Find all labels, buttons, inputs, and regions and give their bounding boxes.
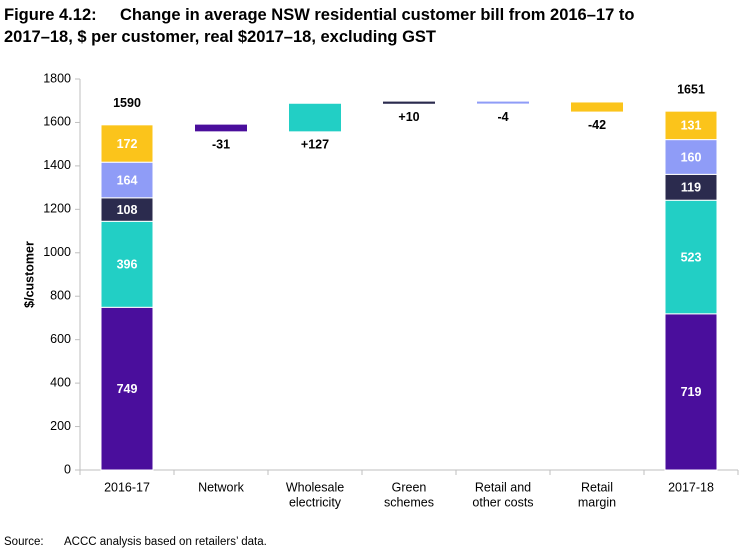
bar-segment xyxy=(664,199,718,315)
total-label: 1651 xyxy=(677,82,705,96)
y-tick-label: 1400 xyxy=(43,158,71,172)
bar-segment xyxy=(664,110,718,141)
bar-segment xyxy=(664,173,718,201)
change-bar xyxy=(477,101,529,104)
data-label: -4 xyxy=(497,110,508,124)
change-bar xyxy=(383,101,435,104)
figure-title: Figure 4.12: Change in average NSW reside… xyxy=(4,4,744,48)
x-tick-label: Retail xyxy=(581,480,613,494)
data-label: -42 xyxy=(588,118,606,132)
figure-title-line-2: 2017–18, $ per customer, real $2017–18, … xyxy=(4,28,436,46)
change-bar xyxy=(571,102,623,112)
bar-segment xyxy=(100,220,154,308)
data-label: 108 xyxy=(117,203,138,217)
bar-segment xyxy=(100,161,154,199)
data-label: 160 xyxy=(681,150,702,164)
data-label: 396 xyxy=(117,258,138,272)
x-tick-label: margin xyxy=(578,495,616,509)
x-tick-label: 2017-18 xyxy=(668,480,714,494)
bar-segment xyxy=(664,139,718,175)
source-note: Source: ACCC analysis based on retailers’… xyxy=(4,536,267,548)
data-label: 523 xyxy=(681,250,702,264)
y-tick-label: 200 xyxy=(50,419,71,433)
y-axis-title: $/customer xyxy=(22,241,36,308)
data-label: 719 xyxy=(681,385,702,399)
x-tick-label: electricity xyxy=(289,495,342,509)
data-label: 119 xyxy=(681,181,701,195)
x-tick-label: Retail and xyxy=(475,480,531,494)
source-text: ACCC analysis based on retailers’ data. xyxy=(64,536,267,548)
data-label: 172 xyxy=(117,137,138,151)
x-tick-label: Wholesale xyxy=(286,480,344,494)
source-label: Source: xyxy=(4,536,44,548)
data-label: -31 xyxy=(212,138,230,152)
total-label: 1590 xyxy=(113,96,141,110)
x-tick-label: 2016-17 xyxy=(104,480,150,494)
y-tick-label: 1200 xyxy=(43,202,71,216)
data-label: +10 xyxy=(398,110,419,124)
x-tick-label: schemes xyxy=(384,495,434,509)
data-label: 164 xyxy=(117,173,138,187)
x-tick-label: Network xyxy=(198,480,245,494)
data-label: 131 xyxy=(681,119,702,133)
y-tick-label: 0 xyxy=(64,462,71,476)
bar-segment xyxy=(100,124,154,163)
x-tick-label: other costs xyxy=(472,495,533,509)
data-label: 749 xyxy=(117,382,138,396)
change-bar xyxy=(289,103,341,132)
change-bar xyxy=(195,124,247,132)
data-label: +127 xyxy=(301,138,329,152)
x-tick-label: Green xyxy=(392,480,427,494)
y-tick-label: 1000 xyxy=(43,245,71,259)
y-tick-label: 1800 xyxy=(43,71,71,85)
figure-number: Figure 4.12: xyxy=(4,6,97,24)
y-tick-label: 800 xyxy=(50,289,71,303)
figure-title-line-1: Change in average NSW residential custom… xyxy=(120,6,635,24)
y-tick-label: 400 xyxy=(50,375,71,389)
waterfall-chart: 0 200 400 600 800 1000 1200 1400 1600 1800 $/custo… xyxy=(22,71,739,509)
y-tick-label: 600 xyxy=(50,332,71,346)
bar-segment xyxy=(664,313,718,471)
y-tick-label: 1600 xyxy=(43,115,71,129)
